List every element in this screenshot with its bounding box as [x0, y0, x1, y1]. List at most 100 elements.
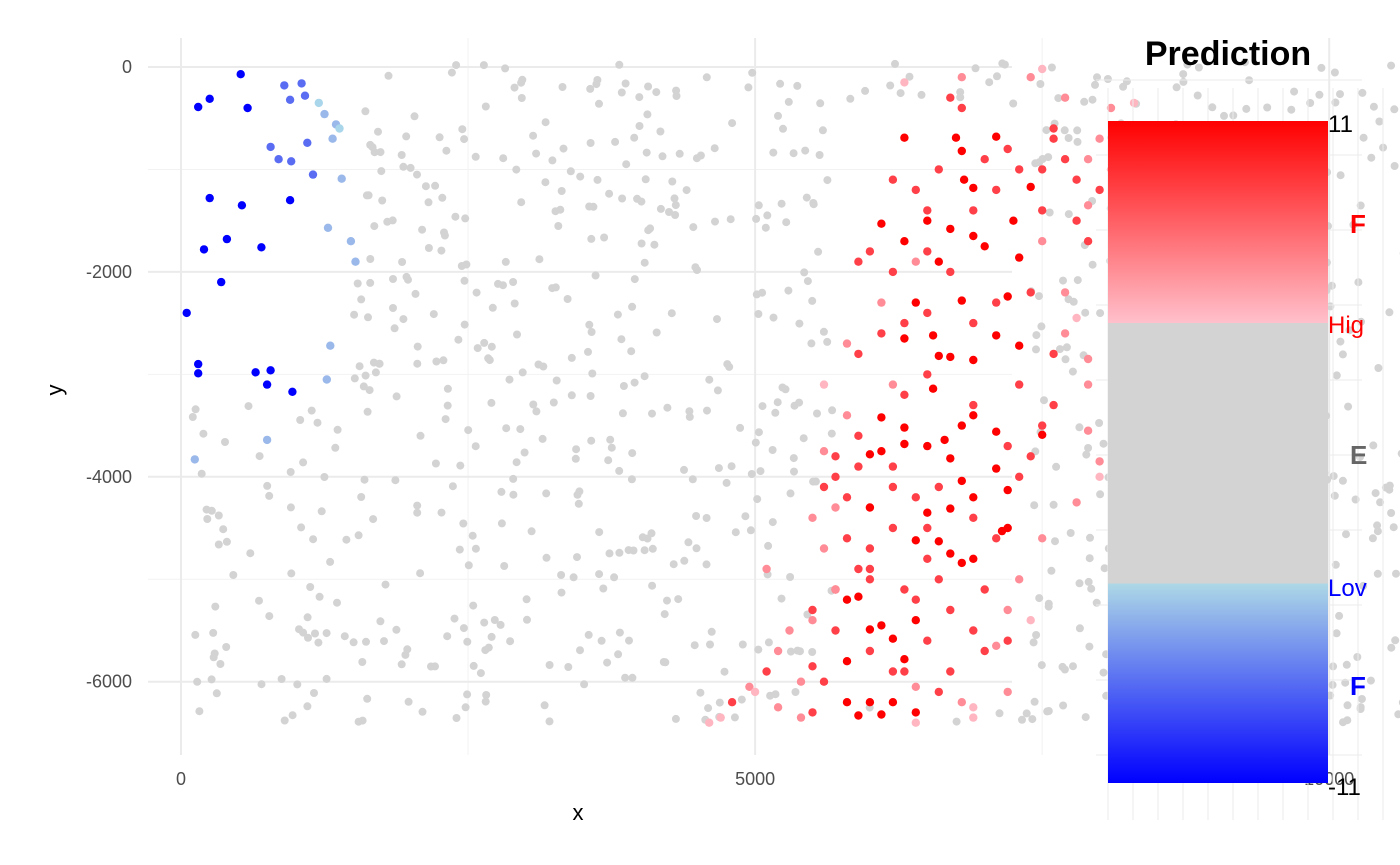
scatter-point-background [1081, 308, 1090, 317]
scatter-point-background [738, 640, 747, 649]
scatter-point-background [459, 519, 468, 528]
scatter-point-background [558, 83, 567, 91]
scatter-point-background [1085, 554, 1094, 563]
scatter-point-background [1392, 569, 1400, 578]
scatter-point [1015, 253, 1024, 262]
scatter-point-background [518, 368, 527, 377]
scatter-point-background [715, 698, 724, 707]
scatter-point-background [454, 335, 463, 344]
scatter-point-background [713, 315, 721, 324]
scatter-point-background [222, 643, 231, 651]
scatter-point-background [809, 199, 818, 207]
scatter-point [992, 641, 1001, 650]
scatter-point [992, 534, 1001, 543]
scatter-point-background [786, 573, 795, 581]
scatter-point-background [751, 438, 760, 447]
scatter-point-background [263, 481, 272, 490]
scatter-point-background [807, 339, 816, 348]
scatter-point-background [1069, 662, 1077, 671]
scatter-point-background [229, 571, 238, 579]
scatter-point-background [811, 477, 820, 486]
scatter-point-background [527, 527, 536, 536]
scatter-point [1129, 98, 1139, 108]
scatter-point-background [326, 557, 335, 566]
scatter-point-background [482, 691, 491, 699]
scatter-point [1026, 73, 1035, 82]
scatter-point-background [606, 435, 615, 444]
scatter-point [314, 98, 323, 108]
scatter-point [1026, 182, 1035, 192]
scatter-point [854, 462, 863, 471]
scatter-point [205, 193, 214, 203]
scatter-point-background [1099, 439, 1108, 448]
scatter-point [940, 435, 949, 445]
scatter-point-background [476, 669, 485, 678]
scatter-point-background [1095, 419, 1104, 427]
scatter-point-background [460, 276, 469, 285]
scatter-point-background [404, 275, 412, 284]
scatter-point-background [538, 434, 547, 443]
scatter-point-background [490, 616, 499, 624]
scatter-point [946, 549, 955, 558]
scatter-point [762, 667, 771, 676]
scatter-point [266, 142, 275, 152]
scatter-point [1060, 93, 1070, 102]
scatter-point-background [421, 182, 430, 191]
scatter-point-background [1397, 449, 1400, 458]
scatter-point-background [1290, 87, 1299, 96]
scatter-point-background [614, 650, 623, 659]
scatter-point [842, 493, 852, 502]
scatter-point-background [771, 408, 780, 417]
scatter-point-background [1030, 697, 1039, 706]
scatter-point-background [399, 315, 408, 324]
scatter-point-background [488, 303, 497, 312]
scatter-point-background [1084, 577, 1093, 586]
scatter-point-background [1353, 653, 1362, 661]
scatter-point-background [342, 535, 351, 544]
scatter-point-background [188, 413, 197, 421]
scatter-point-background [861, 86, 870, 95]
scatter-point-background [691, 263, 700, 272]
scatter-point-background [764, 638, 773, 647]
scatter-point-background [1336, 171, 1345, 180]
scatter-point [190, 455, 199, 464]
scatter-point-background [497, 519, 506, 528]
scatter-point-background [357, 493, 366, 501]
scatter-point [923, 216, 932, 225]
scatter-point-background [381, 580, 390, 589]
scatter-point-background [567, 353, 576, 362]
scatter-point-background [304, 633, 312, 642]
legend: Prediction 11 -11 F E F Hig Lov [1096, 35, 1384, 820]
scatter-point-background [280, 716, 289, 725]
scatter-point-background [1172, 83, 1181, 92]
scatter-point-background [725, 362, 734, 371]
scatter-point-background [391, 476, 400, 485]
scatter-point-background [754, 201, 763, 210]
scatter-point-background [710, 144, 719, 153]
scatter-point-background [1035, 292, 1043, 301]
scatter-point-background [1220, 111, 1228, 120]
scatter-point-background [656, 204, 665, 213]
scatter-point-background [1335, 611, 1344, 620]
scatter-point [865, 625, 875, 634]
scatter-point-background [778, 383, 787, 392]
scatter-point-background [1035, 594, 1044, 603]
scatter-point-background [1047, 63, 1056, 72]
scatter-point [934, 482, 943, 492]
scatter-point-background [354, 717, 363, 726]
scatter-point [1003, 485, 1012, 495]
scatter-point [992, 132, 1001, 141]
scatter-point-background [518, 75, 527, 84]
scatter-point-background [1044, 599, 1053, 608]
scatter-point-background [320, 473, 329, 481]
scatter-point-background [390, 324, 399, 333]
scatter-point [1003, 144, 1012, 154]
scatter-point-background [1326, 691, 1335, 700]
scatter-point-background [460, 320, 469, 329]
scatter-point [957, 296, 966, 305]
scatter-point-background [358, 658, 367, 666]
scatter-point-background [450, 614, 459, 623]
scatter-point-background [510, 83, 519, 92]
scatter-point-background [1349, 220, 1358, 229]
scatter-point-background [630, 133, 639, 142]
